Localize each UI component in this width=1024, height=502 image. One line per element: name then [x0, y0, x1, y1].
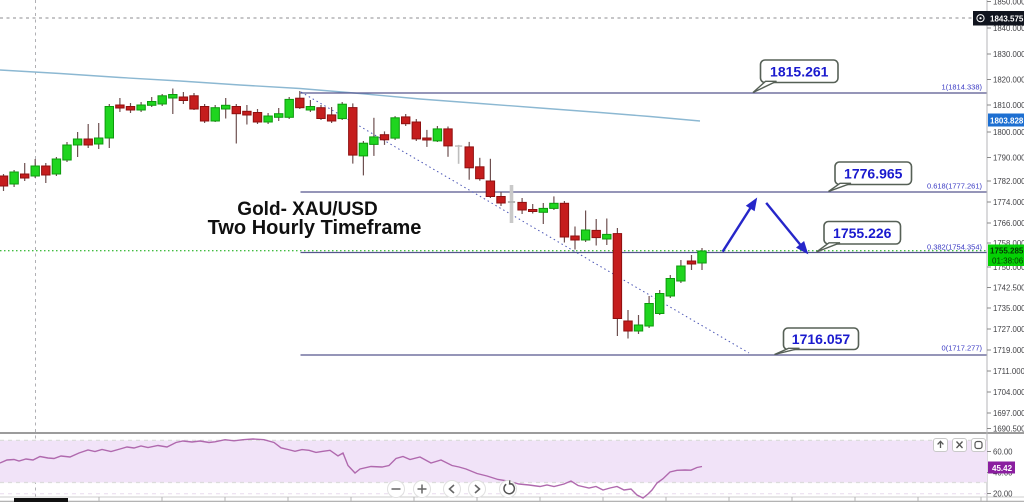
svg-text:1820.000: 1820.000: [993, 75, 1024, 84]
svg-text:1711.000: 1711.000: [993, 367, 1024, 376]
svg-text:0.382(1754.354): 0.382(1754.354): [927, 242, 983, 251]
svg-text:Gold- XAU/USD: Gold- XAU/USD: [237, 199, 377, 220]
svg-text:1803.828: 1803.828: [990, 116, 1024, 125]
svg-text:1843.575: 1843.575: [990, 14, 1024, 23]
svg-text:60.00: 60.00: [993, 447, 1013, 456]
svg-text:1815.261: 1815.261: [770, 63, 829, 79]
svg-text:01:38:06: 01:38:06: [992, 256, 1024, 265]
svg-text:1690.500: 1690.500: [993, 424, 1024, 433]
svg-text:1716.057: 1716.057: [792, 331, 851, 347]
svg-text:1810.000: 1810.000: [993, 101, 1024, 110]
svg-text:1755.285: 1755.285: [990, 247, 1024, 256]
svg-text:1774.000: 1774.000: [993, 198, 1024, 207]
svg-text:1766.000: 1766.000: [993, 219, 1024, 228]
svg-text:1719.000: 1719.000: [993, 346, 1024, 355]
svg-text:1800.000: 1800.000: [993, 128, 1024, 137]
svg-text:1830.000: 1830.000: [993, 50, 1024, 59]
svg-text:1758.000: 1758.000: [993, 239, 1024, 248]
svg-text:1727.000: 1727.000: [993, 325, 1024, 334]
svg-text:1776.965: 1776.965: [844, 165, 903, 181]
svg-text:45.42: 45.42: [992, 464, 1013, 473]
svg-text:1697.000: 1697.000: [993, 409, 1024, 418]
svg-text:Two Hourly Timeframe: Two Hourly Timeframe: [208, 217, 422, 239]
svg-text:1742.500: 1742.500: [993, 283, 1024, 292]
svg-text:1750.000: 1750.000: [993, 263, 1024, 272]
svg-text:1840.000: 1840.000: [993, 24, 1024, 33]
svg-text:1782.000: 1782.000: [993, 177, 1024, 186]
svg-text:1790.000: 1790.000: [993, 153, 1024, 162]
svg-text:1704.000: 1704.000: [993, 388, 1024, 397]
svg-text:1(1814.338): 1(1814.338): [942, 83, 983, 92]
svg-text:1850.000: 1850.000: [993, 0, 1024, 6]
svg-text:1735.000: 1735.000: [993, 304, 1024, 313]
svg-text:0.618(1777.261): 0.618(1777.261): [927, 182, 983, 191]
svg-text:1755.226: 1755.226: [833, 225, 892, 241]
svg-text:0(1717.277): 0(1717.277): [942, 344, 983, 353]
svg-text:20.00: 20.00: [993, 489, 1013, 498]
